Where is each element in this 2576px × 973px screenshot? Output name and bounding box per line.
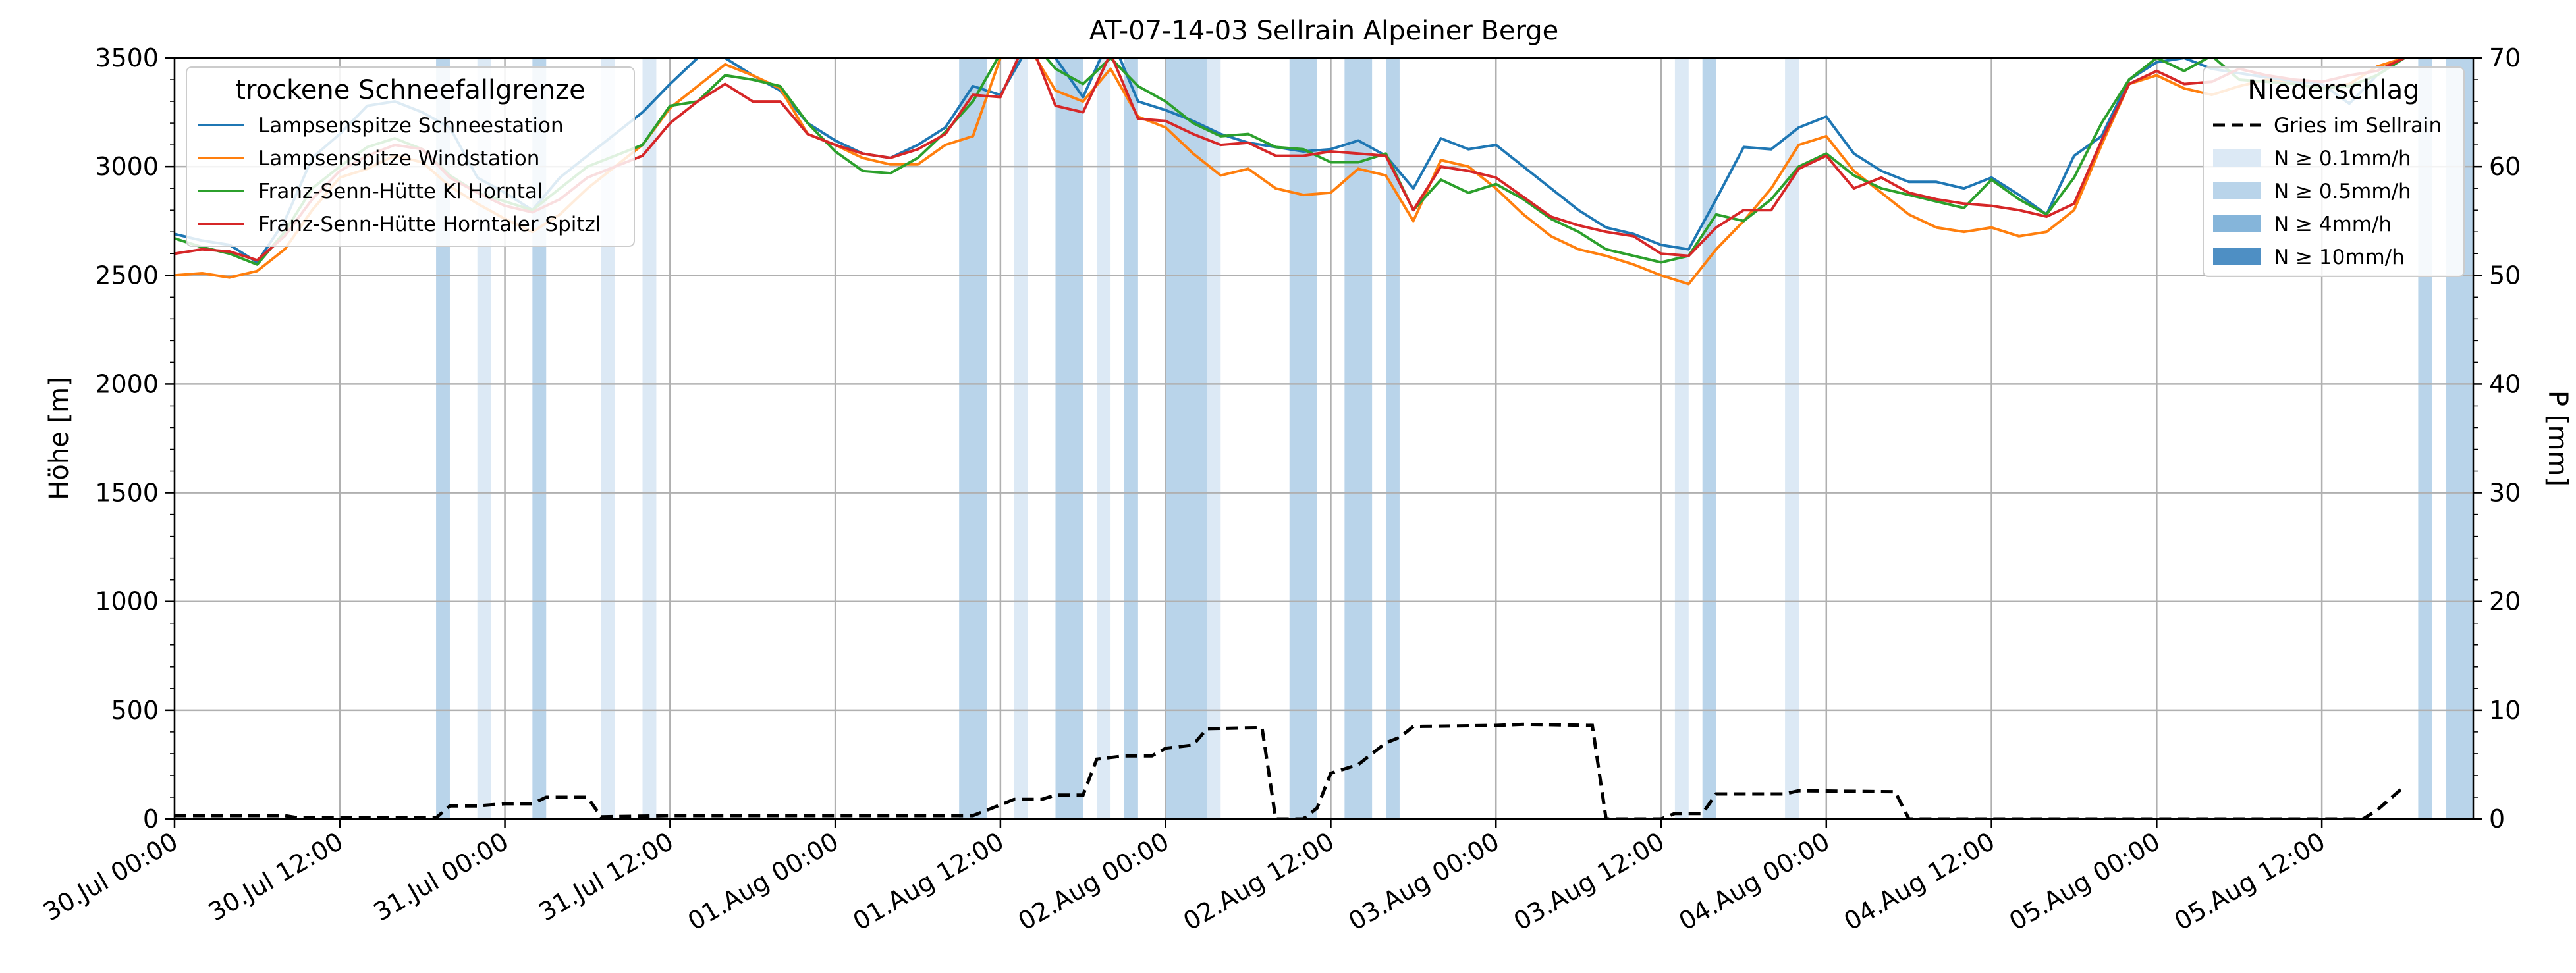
precip-band-13: [1344, 58, 1373, 819]
snow-legend-frame: [186, 66, 635, 247]
y-tick-label-6: 3000: [95, 152, 159, 181]
precip-band-9: [1124, 58, 1138, 819]
y-tick-label-1: 500: [111, 696, 159, 725]
precip-band-6: [1014, 58, 1028, 819]
precip-line: [175, 722, 2406, 819]
precip-legend-swatch-3: [2213, 215, 2261, 232]
plot-frame: [173, 57, 2475, 820]
precip-legend-label-1: N ≥ 0.1mm/h: [2274, 147, 2411, 171]
snow-line-legend: trockene Schneefallgrenze Lampsenspitze …: [186, 66, 635, 247]
y-tick-label-3: 1500: [95, 479, 159, 508]
precip-legend-frame: [2203, 66, 2465, 277]
precip-legend-swatch-1: [2213, 149, 2261, 167]
y2-tick-label-7: 70: [2489, 43, 2521, 72]
snow-legend-label-3: Franz-Senn-Hütte Kl Horntal: [258, 180, 543, 203]
precip-band-7: [1055, 58, 1083, 819]
precip-band-3: [601, 58, 615, 819]
snow-legend-label-2: Lampsenspitze Windstation: [258, 147, 539, 171]
y2-tick-label-5: 50: [2489, 261, 2521, 290]
y2-tick-label-1: 10: [2489, 696, 2521, 725]
snow-legend-title: trockene Schneefallgrenze: [235, 75, 585, 105]
precip-band-5: [959, 58, 987, 819]
precip-band-0: [436, 58, 450, 819]
y-axis-title: Höhe [m]: [44, 377, 74, 500]
precip-band-8: [1097, 58, 1111, 819]
y-tick-label-2: 1000: [95, 587, 159, 616]
y-tick-label-4: 2000: [95, 369, 159, 398]
y-tick-label-0: 0: [143, 804, 159, 833]
precip-band-17: [1785, 58, 1799, 819]
y2-tick-label-4: 40: [2489, 369, 2521, 398]
precip-band-16: [1702, 58, 1716, 819]
precip-legend-label-2: N ≥ 0.5mm/h: [2274, 180, 2411, 203]
y-tick-label-7: 3500: [95, 43, 159, 72]
precip-band-15: [1674, 58, 1689, 819]
precip-band-12: [1289, 58, 1317, 819]
y2-tick-label-3: 30: [2489, 479, 2521, 508]
y-tick-label-5: 2500: [95, 261, 159, 290]
precip-legend-label-4: N ≥ 10mm/h: [2274, 246, 2405, 269]
precip-band-1: [477, 58, 491, 819]
snow-legend-label-4: Franz-Senn-Hütte Horntaler Spitzl: [258, 213, 601, 236]
snow-legend-label-1: Lampsenspitze Schneestation: [258, 114, 564, 138]
precip-legend-swatch-2: [2213, 182, 2261, 199]
precip-bands: [436, 58, 2473, 819]
y2-tick-label-6: 60: [2489, 152, 2521, 181]
y2-tick-label-2: 20: [2489, 587, 2521, 616]
precip-band-4: [642, 58, 657, 819]
precip-band-14: [1386, 58, 1400, 819]
chart-title: AT-07-14-03 Sellrain Alpeiner Berge: [1089, 16, 1559, 46]
y2-axis-title: P [mm]: [2542, 390, 2573, 486]
precip-band-2: [532, 58, 547, 819]
y2-tick-label-0: 0: [2489, 804, 2505, 833]
precip-legend-swatch-4: [2213, 248, 2261, 265]
precip-band-11: [1207, 58, 1221, 819]
precip-band-10: [1165, 58, 1207, 819]
precip-legend-title: Niederschlag: [2247, 75, 2419, 105]
precip-legend-label-0: Gries im Sellrain: [2274, 114, 2442, 138]
precip-legend: Niederschlag Gries im Sellrain N ≥ 0.1mm/…: [2203, 66, 2465, 277]
precip-legend-label-3: N ≥ 4mm/h: [2274, 213, 2392, 236]
